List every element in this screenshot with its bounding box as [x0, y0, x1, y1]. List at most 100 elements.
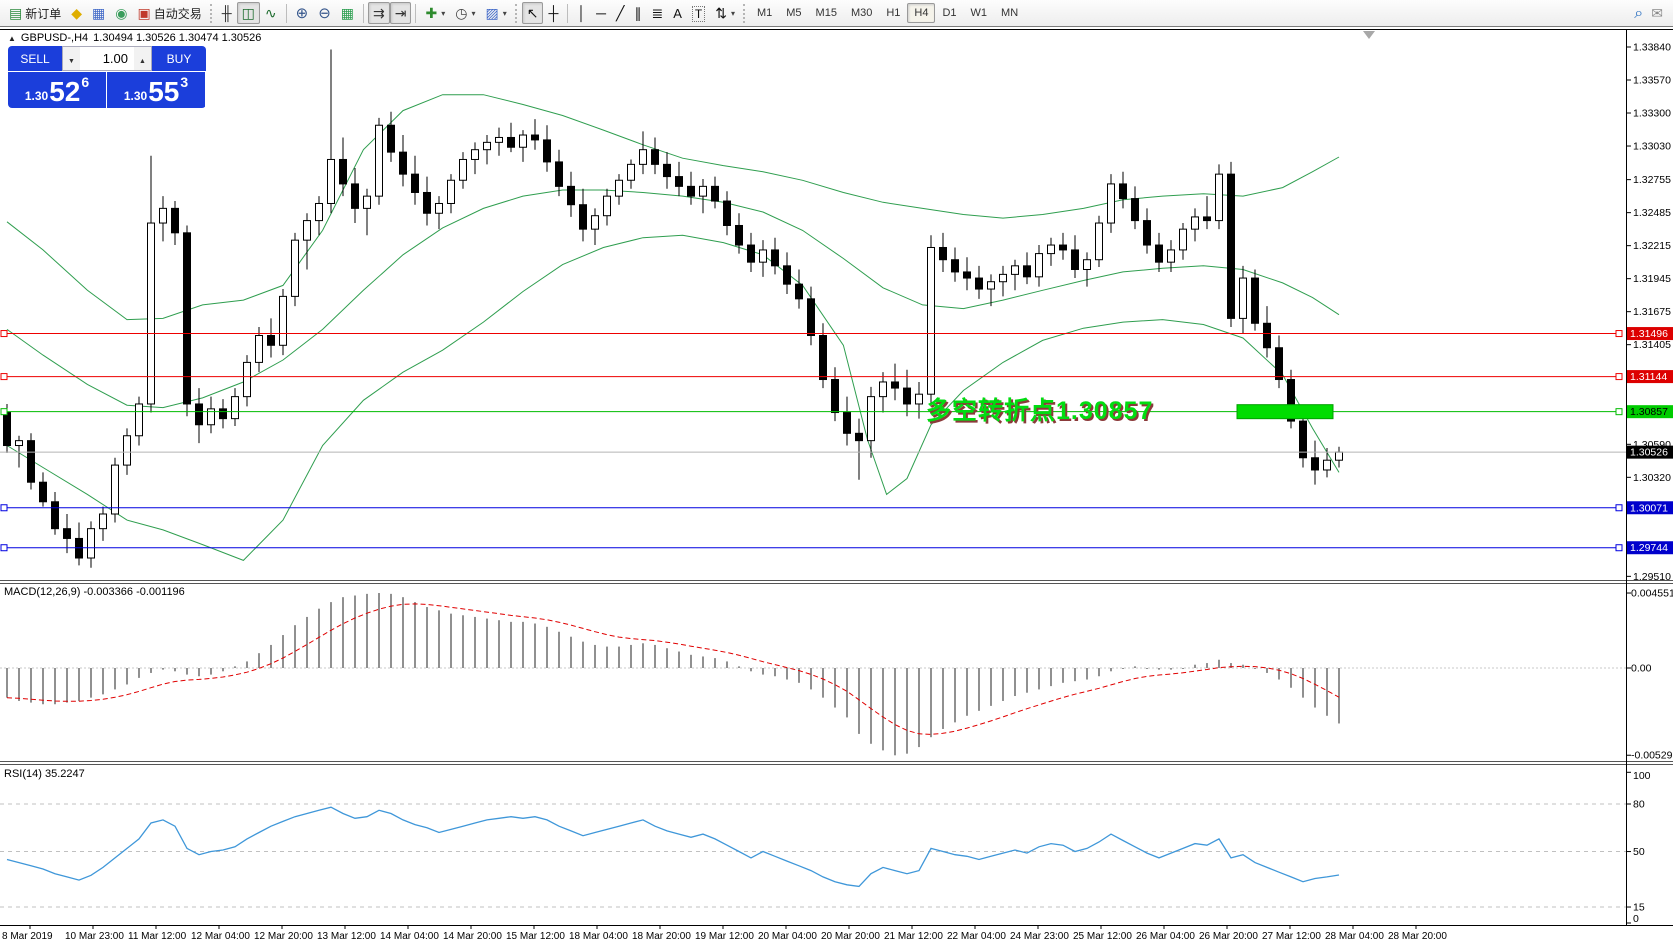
new-order-button[interactable]: 新订单 [4, 2, 66, 24]
text-tool-button[interactable] [668, 2, 687, 24]
hline-endpoint[interactable] [1615, 330, 1623, 338]
indicators-button[interactable]: ▾ [420, 2, 450, 24]
vertical-line-button[interactable] [572, 2, 591, 24]
market-watch-button[interactable] [87, 2, 110, 24]
crosshair-button[interactable] [543, 2, 563, 24]
macd-bar [1170, 668, 1172, 670]
sell-price-big: 52 [49, 76, 81, 107]
vertical-line-icon [577, 6, 586, 20]
candle [1287, 379, 1295, 422]
macd-bar [966, 668, 968, 716]
chart-shift-marker[interactable] [1363, 31, 1375, 39]
chart-shift-button[interactable] [389, 2, 412, 24]
auto-scroll-button[interactable] [368, 2, 390, 24]
autotrading-button[interactable]: 自动交易 [132, 2, 206, 24]
trendline-button[interactable] [611, 2, 629, 24]
svg-text:24 Mar 23:00: 24 Mar 23:00 [1010, 931, 1069, 942]
zoom-in-button[interactable] [291, 2, 314, 24]
chart-annotation-text[interactable]: 多空转折点1.30857 [926, 397, 1154, 425]
candle [591, 215, 599, 230]
candle [723, 200, 731, 226]
horizontal-line-button[interactable] [591, 2, 611, 24]
svg-text:28 Mar 20:00: 28 Mar 20:00 [1388, 931, 1447, 942]
hline-endpoint[interactable] [0, 330, 8, 338]
equidistant-channel-button[interactable] [629, 2, 646, 24]
sell-price[interactable]: 1.30 52 6 [8, 72, 106, 108]
rsi-indicator-label: RSI(14) 35.2247 [4, 768, 85, 780]
down-arrow-icon [68, 51, 75, 66]
toolbar-separator [363, 3, 365, 23]
macd-bar [246, 661, 248, 668]
pivot-highlight-box[interactable] [1236, 404, 1334, 420]
toolbar-grip [742, 3, 747, 23]
svg-text:1.30071: 1.30071 [1630, 502, 1668, 514]
hline-endpoint[interactable] [1615, 544, 1623, 552]
candle [963, 271, 971, 279]
cursor-button[interactable] [521, 2, 544, 24]
hline-endpoint[interactable] [0, 408, 8, 416]
candle [423, 191, 431, 214]
macd-bar [414, 602, 416, 668]
macd-bar [1038, 668, 1040, 690]
timeframe-m15[interactable]: M15 [815, 7, 837, 19]
candle [999, 273, 1007, 283]
tile-windows-button[interactable] [336, 2, 359, 24]
symbol-info-bar[interactable]: ▲ GBPUSD-,H4 1.30494 1.30526 1.30474 1.3… [8, 32, 261, 44]
svg-text:19 Mar 12:00: 19 Mar 12:00 [695, 931, 754, 942]
timeframe-m5[interactable]: M5 [786, 7, 802, 19]
svg-text:1.32215: 1.32215 [1633, 240, 1671, 252]
zoom-out-button[interactable] [313, 2, 336, 24]
volume-increase-button[interactable] [134, 47, 151, 70]
timeframe-d1[interactable]: D1 [942, 7, 957, 19]
line-chart-button[interactable] [260, 2, 282, 24]
sell-button[interactable]: SELL [8, 46, 62, 71]
macd-bar [150, 668, 152, 673]
buy-price[interactable]: 1.30 55 3 [107, 72, 205, 108]
macd-bar [222, 668, 224, 672]
timeframe-m30[interactable]: M30 [850, 7, 873, 19]
timeframe-h4[interactable]: H4 [907, 3, 936, 23]
highlight-button[interactable] [66, 2, 87, 24]
candle [1107, 183, 1115, 224]
timeframe-w1[interactable]: W1 [970, 7, 988, 19]
collapse-triangle-icon[interactable]: ▲ [8, 33, 16, 43]
candle [231, 396, 239, 420]
cursor-icon [527, 6, 539, 20]
hline-endpoint[interactable] [0, 504, 8, 512]
template-icon [485, 6, 498, 20]
hline-endpoint[interactable] [1615, 373, 1623, 381]
hline-endpoint[interactable] [0, 544, 8, 552]
timeframe-m1[interactable]: M1 [756, 7, 773, 19]
macd-bar [810, 668, 812, 690]
chat-icon[interactable] [1651, 6, 1663, 20]
search-icon[interactable] [1634, 6, 1643, 21]
templates-button[interactable]: ▾ [480, 2, 511, 24]
candle [471, 149, 479, 160]
macd-bar [1290, 668, 1292, 688]
arrows-button[interactable]: ▾ [710, 2, 740, 24]
svg-text:1.32485: 1.32485 [1633, 207, 1671, 219]
candle [1275, 347, 1283, 381]
hline-endpoint[interactable] [1615, 504, 1623, 512]
periods-button[interactable]: ▾ [450, 2, 480, 24]
candlestick-chart-button[interactable] [236, 2, 260, 24]
timeframe-h1[interactable]: H1 [886, 7, 901, 19]
candle [459, 158, 467, 181]
candle [627, 163, 635, 181]
timeframe-mn[interactable]: MN [1001, 7, 1019, 19]
candle [1023, 265, 1031, 278]
hline-endpoint[interactable] [0, 373, 8, 381]
macd-bar [210, 668, 212, 675]
bar-chart-button[interactable] [217, 2, 237, 24]
text-label-button[interactable] [687, 2, 710, 24]
navigator-button[interactable] [110, 2, 132, 24]
toolbar-separator [567, 3, 569, 23]
volume-input[interactable] [80, 47, 134, 70]
fibonacci-button[interactable] [646, 2, 668, 24]
buy-button[interactable]: BUY [152, 46, 206, 71]
hline-endpoint[interactable] [1615, 408, 1623, 416]
macd-bar [822, 668, 824, 698]
volume-decrease-button[interactable] [63, 47, 80, 70]
macd-bar [666, 648, 668, 668]
